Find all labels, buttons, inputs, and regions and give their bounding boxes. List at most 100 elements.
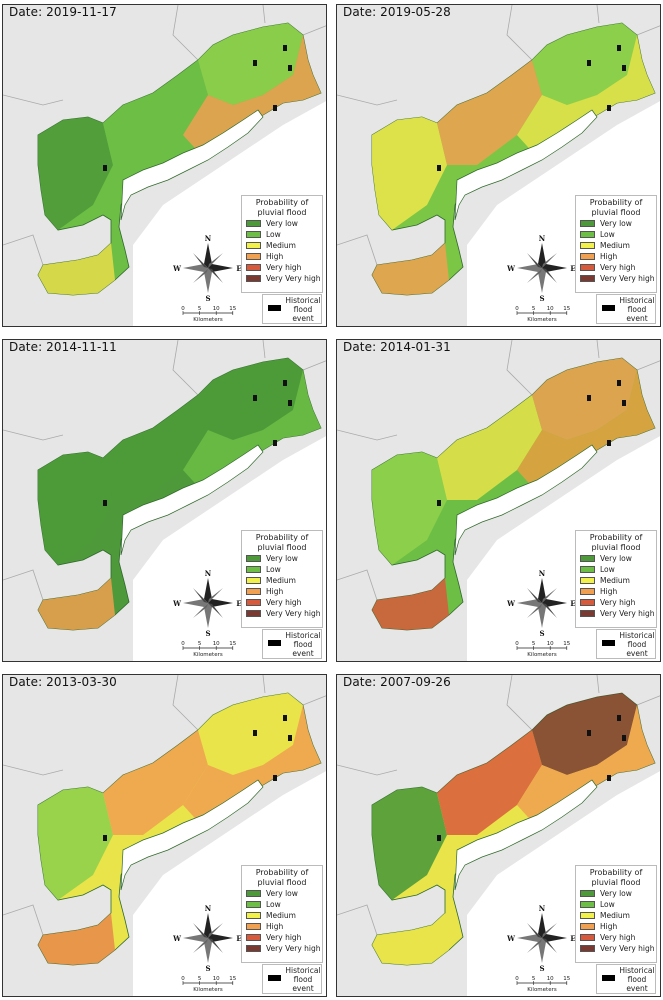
legend-swatch [580, 610, 595, 617]
scale-tick-label: 15 [229, 306, 236, 312]
legend-item: Very low [576, 888, 656, 899]
map-panel: Date: 2014-11-11 N S W E 0 5 10 15 Kilometers Prob… [2, 339, 327, 662]
legend-item-label: Medium [600, 911, 630, 920]
legend-title: Probability of pluvial flood [576, 866, 656, 888]
legend-swatch [246, 890, 261, 897]
scale-bar: 0 5 10 15 Kilometers [515, 306, 571, 323]
legend-swatch [246, 253, 261, 260]
north-arrow-icon: N S W E [173, 234, 242, 303]
legend-item-label: High [266, 252, 284, 261]
legend-item: Medium [242, 910, 322, 921]
historical-flood-label-line: event [626, 984, 648, 993]
legend-swatch [580, 242, 595, 249]
compass-label: N [539, 234, 546, 243]
legend-item: Very low [576, 218, 656, 229]
legend-item-label: Low [600, 230, 615, 239]
north-arrow-icon: N S W E [507, 569, 576, 638]
legend-item-label: Low [266, 230, 281, 239]
scale-tick-label: 10 [213, 641, 220, 647]
panel-date-label: Date: 2013-03-30 [9, 675, 117, 689]
legend-item-label: Very high [600, 598, 636, 607]
legend-swatch [580, 923, 595, 930]
compass-label: N [205, 234, 212, 243]
legend-swatch [580, 264, 595, 271]
legend-item-label: Very high [266, 598, 302, 607]
map-panel: Date: 2014-01-31 N S W E 0 5 10 15 Kilometers Prob… [336, 339, 661, 662]
panel-date-label: Date: 2019-05-28 [343, 5, 451, 19]
scale-bar: 0 5 10 15 Kilometers [181, 976, 237, 993]
legend-item-label: Very low [266, 889, 298, 898]
compass-label: W [173, 599, 181, 608]
legend-item-label: Very high [600, 933, 636, 942]
legend-item: Medium [576, 910, 656, 921]
legend: Probability of pluvial flood Very low Low Me… [575, 530, 657, 628]
legend-swatch [580, 890, 595, 897]
compass-label: E [570, 934, 575, 943]
scale-bar: 0 5 10 15 Kilometers [181, 641, 237, 658]
legend-swatch [580, 566, 595, 573]
historical-flood-label-line: Historical [619, 631, 655, 640]
legend-item: Very Very high [242, 273, 322, 284]
historical-flood-swatch [602, 640, 615, 646]
historical-flood-legend: Historical flood event [262, 964, 322, 994]
legend-item: Medium [242, 575, 322, 586]
historical-flood-label: Historical flood event [285, 296, 321, 323]
legend-item-label: High [600, 252, 618, 261]
historical-flood-label-line: Historical [285, 631, 321, 640]
legend-item-label: Medium [266, 911, 296, 920]
historical-flood-label-line: event [292, 984, 314, 993]
compass-label: W [173, 934, 181, 943]
scale-tick-label: 5 [532, 306, 536, 312]
legend-item: High [242, 586, 322, 597]
legend-item: High [242, 251, 322, 262]
legend: Probability of pluvial flood Very low Low Me… [575, 865, 657, 963]
scale-tick-label: 15 [563, 641, 570, 647]
legend-swatch [246, 912, 261, 919]
legend-item-label: Low [266, 565, 281, 574]
legend-swatch [580, 934, 595, 941]
map-panel: Date: 2007-09-26 N S W E 0 5 10 15 Kilometers Prob… [336, 674, 661, 997]
compass-label: S [539, 964, 544, 973]
legend-title: Probability of pluvial flood [576, 531, 656, 553]
legend-swatch [246, 231, 261, 238]
legend-title: Probability of pluvial flood [242, 531, 322, 553]
compass-label: E [570, 599, 575, 608]
legend-title-line: pluvial flood [257, 543, 307, 552]
legend-item: Very Very high [242, 608, 322, 619]
legend-swatch [246, 577, 261, 584]
legend-title-line: pluvial flood [257, 878, 307, 887]
legend-item-label: Very high [266, 933, 302, 942]
legend-swatch [580, 555, 595, 562]
historical-flood-label-line: flood [627, 975, 647, 984]
historical-flood-legend: Historical flood event [596, 964, 656, 994]
compass-label: E [570, 264, 575, 273]
legend-item: Very Very high [576, 273, 656, 284]
panel-date-label: Date: 2014-11-11 [9, 340, 117, 354]
legend-item: Low [242, 229, 322, 240]
legend-title: Probability of pluvial flood [242, 196, 322, 218]
legend-title-line: Probability of [589, 868, 643, 877]
scale-tick-label: 0 [181, 306, 185, 312]
scale-tick-label: 15 [229, 976, 236, 982]
legend-item: Very low [576, 553, 656, 564]
compass-label: N [205, 569, 212, 578]
legend-item: Very Very high [576, 608, 656, 619]
legend-item-label: Very low [600, 554, 632, 563]
historical-flood-label-line: Historical [285, 966, 321, 975]
legend-swatch [580, 945, 595, 952]
legend-swatch [246, 599, 261, 606]
legend-title-line: pluvial flood [591, 543, 641, 552]
legend-item: Very high [242, 932, 322, 943]
historical-flood-swatch [268, 975, 281, 981]
legend-swatch [246, 242, 261, 249]
legend-title-line: Probability of [255, 198, 309, 207]
legend-item-label: Very Very high [600, 609, 655, 618]
legend-item: Low [242, 564, 322, 575]
scale-bar: 0 5 10 15 Kilometers [515, 976, 571, 993]
legend-item-label: High [600, 922, 618, 931]
legend-title: Probability of pluvial flood [576, 196, 656, 218]
compass-label: W [507, 934, 515, 943]
scale-unit-label: Kilometers [527, 652, 557, 658]
legend-item: Very Very high [576, 943, 656, 954]
compass-label: N [539, 569, 546, 578]
